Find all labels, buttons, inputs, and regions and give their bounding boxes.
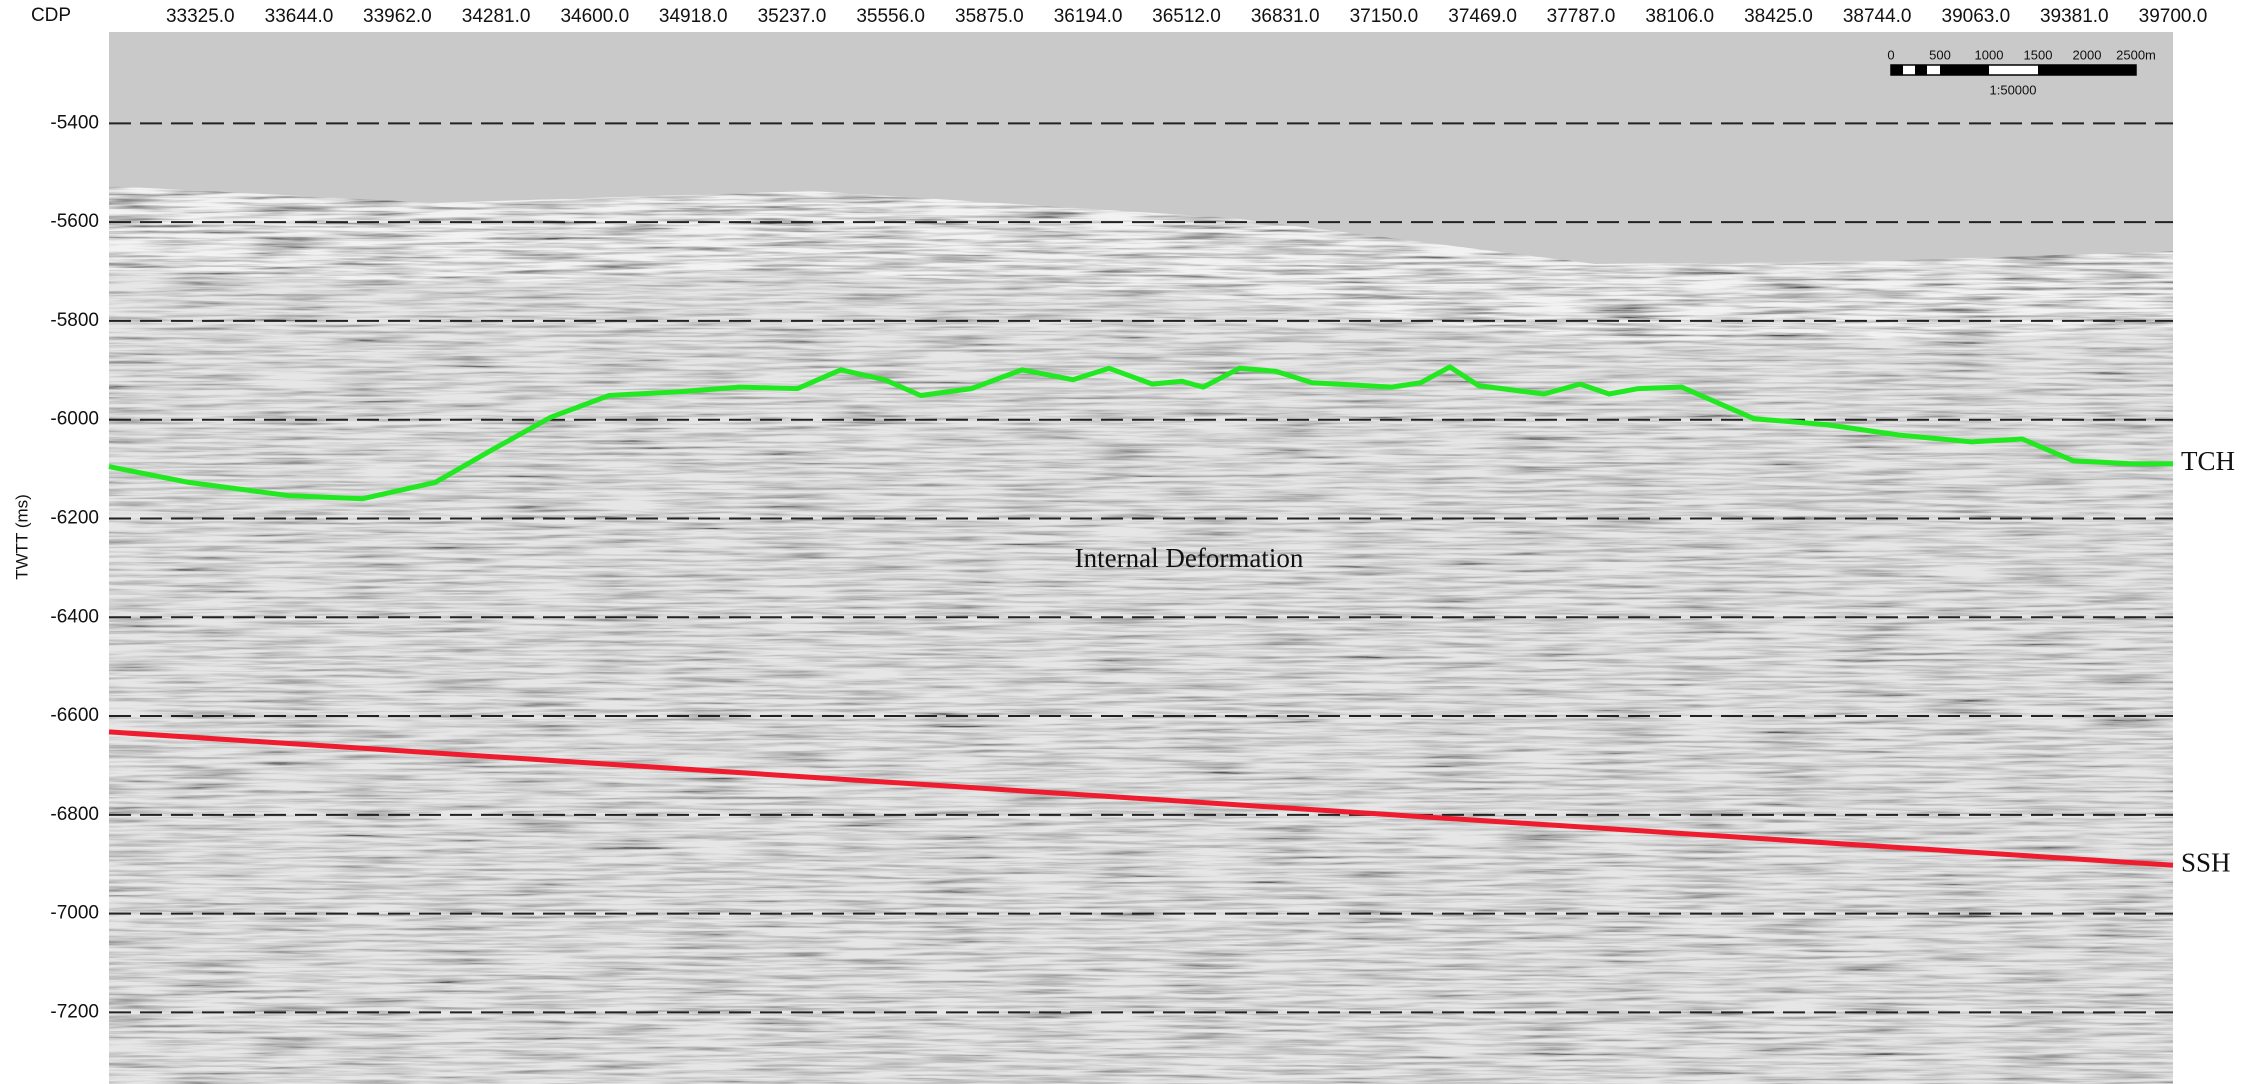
annotation: Internal Deformation [1075,543,1304,573]
y-tick-label: -7000 [50,903,99,924]
y-tick-label: -5600 [50,211,99,232]
scale-label: 2500m [2116,47,2156,62]
x-tick-label: 35556.0 [856,6,925,27]
x-tick-label: 33325.0 [166,6,235,27]
x-tick-label: 39700.0 [2139,6,2208,27]
y-tick-label: -7200 [50,1001,99,1022]
y-axis-label: TWTT (ms) [12,494,31,580]
chart: CDP TWTT (ms) Internal Deformation 0 500… [0,0,2244,1084]
scale-bar-segment [2087,65,2136,75]
x-tick-label: 38425.0 [1744,6,1813,27]
scale-bar-segment [1891,65,1903,75]
scale-label: 1500 [2024,47,2053,62]
x-tick-label: 37150.0 [1350,6,1419,27]
y-tick-label: -6000 [50,409,99,430]
y-tick-label: -6200 [50,508,99,529]
x-tick-label: 35875.0 [955,6,1024,27]
y-tick-label: -6400 [50,606,99,627]
x-tick-label: 39381.0 [2040,6,2109,27]
x-tick-label: 34918.0 [659,6,728,27]
x-tick-label: 37787.0 [1547,6,1616,27]
x-tick-label: 36194.0 [1054,6,1123,27]
scale-bar-segment [1915,65,1927,75]
horizon-label: TCH [2181,446,2235,476]
scale-label: 500 [1929,47,1951,62]
horizon-label: SSH [2181,847,2231,877]
scale-ratio: 1:50000 [1990,82,2037,97]
scale-label: 1000 [1975,47,2004,62]
y-tick-label: -5400 [50,112,99,133]
x-tick-label: 38106.0 [1645,6,1714,27]
scale-bar-segment [1940,65,1989,75]
page: CDP TWTT (ms) Internal Deformation 0 500… [0,0,2244,1084]
x-tick-label: 39063.0 [1942,6,2011,27]
y-tick-label: -5800 [50,310,99,331]
x-tick-label: 34600.0 [560,6,629,27]
x-tick-label: 34281.0 [462,6,531,27]
x-tick-label: 33644.0 [265,6,334,27]
x-tick-label: 35237.0 [758,6,827,27]
y-tick-label: -6600 [50,705,99,726]
x-tick-label: 33962.0 [363,6,432,27]
x-tick-label: 36512.0 [1152,6,1221,27]
scale-label: 0 [1887,47,1894,62]
y-tick-label: -6800 [50,804,99,825]
x-tick-label: 37469.0 [1448,6,1517,27]
x-tick-label: 38744.0 [1843,6,1912,27]
scale-label: 2000 [2073,47,2102,62]
scale-bar-segment [2038,65,2087,75]
x-axis-label: CDP [31,5,71,26]
x-tick-label: 36831.0 [1251,6,1320,27]
